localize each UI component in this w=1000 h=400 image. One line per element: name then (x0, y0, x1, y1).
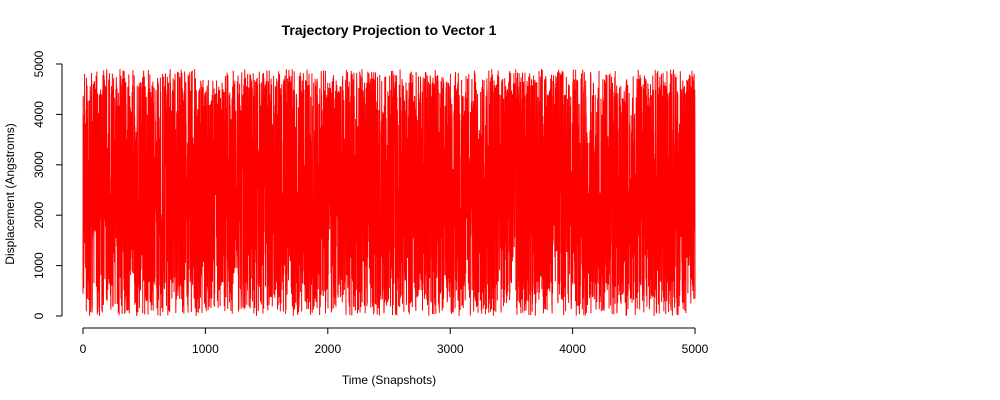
series-layer (82, 69, 696, 316)
y-tick-label: 2000 (32, 202, 46, 229)
y-axis-ticks: 0 1000 2000 3000 4000 5000 (32, 50, 62, 319)
x-tick-label: 5000 (682, 342, 709, 356)
x-tick-label: 4000 (559, 342, 586, 356)
x-axis-label: Time (Snapshots) (342, 373, 436, 387)
y-tick-label: 3000 (32, 151, 46, 178)
y-tick-label: 5000 (32, 50, 46, 77)
y-tick-label: 4000 (32, 101, 46, 128)
y-axis-label: Displacement (Angstroms) (3, 123, 17, 264)
series-line-0 (82, 69, 696, 316)
x-axis-ticks: 0 1000 2000 3000 4000 5000 (80, 328, 709, 356)
x-tick-label: 3000 (437, 342, 464, 356)
x-tick-label: 1000 (192, 342, 219, 356)
x-tick-label: 0 (80, 342, 87, 356)
y-tick-label: 1000 (32, 252, 46, 279)
y-tick-label: 0 (32, 312, 46, 319)
x-tick-label: 2000 (314, 342, 341, 356)
chart-title: Trajectory Projection to Vector 1 (282, 22, 497, 38)
